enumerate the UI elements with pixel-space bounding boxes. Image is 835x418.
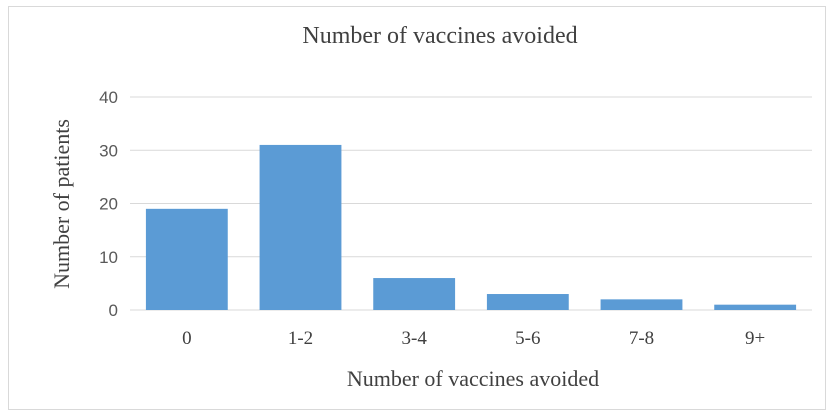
bar [259, 144, 342, 310]
bars [145, 144, 797, 310]
y-tick-label: 40 [99, 88, 118, 107]
chart-title: Number of vaccines avoided [302, 23, 577, 49]
y-tick-label: 10 [99, 248, 118, 267]
chart-frame [8, 6, 826, 410]
bar [145, 208, 228, 310]
x-tick-label: 9+ [745, 328, 765, 349]
bar [714, 304, 797, 310]
x-tick-label: 7-8 [629, 328, 654, 349]
x-tick-label: 1-2 [288, 328, 313, 349]
y-axis-label: Number of patients [49, 119, 74, 289]
x-tick-label: 3-4 [402, 328, 428, 349]
bar [486, 294, 569, 310]
bar [373, 278, 456, 310]
x-tick-label: 5-6 [515, 328, 540, 349]
y-tick-label: 0 [109, 301, 118, 320]
x-tick-label: 0 [182, 328, 192, 349]
bar [600, 299, 683, 310]
gridlines [130, 96, 812, 311]
y-tick-label: 20 [99, 195, 118, 214]
y-ticks: 0 10 20 30 40 [99, 88, 118, 320]
y-tick-label: 30 [99, 141, 118, 160]
x-axis-label: Number of vaccines avoided [347, 366, 599, 391]
x-ticks: 0 1-2 3-4 5-6 7-8 9+ [182, 328, 765, 349]
